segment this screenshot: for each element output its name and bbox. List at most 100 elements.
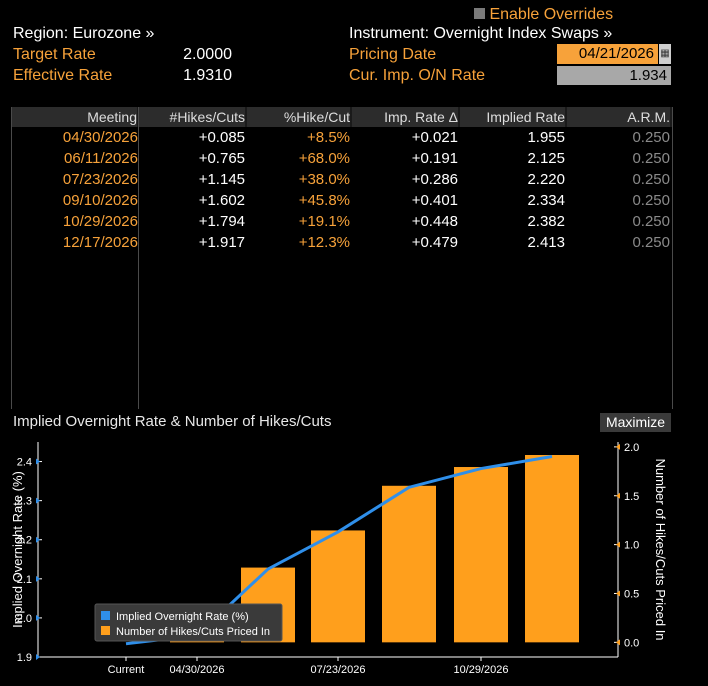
- table-header: Meeting #Hikes/Cuts %Hike/Cut Imp. Rate …: [12, 107, 672, 127]
- enable-overrides-checkbox[interactable]: [474, 8, 485, 19]
- y-tick-label: 2.2: [17, 535, 32, 547]
- cell-hikes: +1.917: [198, 234, 245, 251]
- cell-delta: +0.479: [411, 234, 458, 251]
- table-row[interactable]: 04/30/2026 +0.085 +8.5% +0.021 1.955 0.250: [12, 127, 672, 148]
- cell-arm: 0.250: [632, 129, 670, 146]
- enable-overrides-toggle[interactable]: Enable Overrides: [474, 5, 613, 25]
- y-tick-marker-icon: [36, 575, 40, 582]
- cell-arm: 0.250: [632, 150, 670, 167]
- meetings-table: Meeting #Hikes/Cuts %Hike/Cut Imp. Rate …: [11, 107, 673, 409]
- x-tick-label: 04/30/2026: [169, 664, 224, 676]
- cell-implied: 2.334: [527, 192, 565, 209]
- x-tick-label: 10/29/2026: [453, 664, 508, 676]
- legend-box: [94, 603, 283, 642]
- pricing-date-label: Pricing Date: [349, 46, 437, 63]
- y2-axis-label: Number of Hikes/Cuts Priced In: [653, 458, 668, 640]
- bar: [382, 485, 436, 643]
- cell-delta: +0.021: [411, 129, 458, 146]
- y-tick-marker-icon: [36, 654, 40, 660]
- cell-arm: 0.250: [632, 192, 670, 209]
- chart-svg: 1.9 2.0 2.1 2.2 2.3 2.4 0.0 0.5 1.0 1.5 2.0 Current…: [10, 442, 668, 676]
- cell-meeting: 09/10/2026: [62, 192, 138, 209]
- col-implied-rate[interactable]: Implied Rate: [460, 107, 565, 127]
- effective-rate-value: 1.9310: [183, 67, 232, 84]
- y-tick-label: 1.9: [17, 652, 32, 664]
- y2-tick-label: 2.0: [624, 442, 639, 454]
- cell-implied: 2.220: [527, 171, 565, 188]
- legend-swatch-bar: [101, 626, 110, 635]
- bar: [525, 454, 579, 643]
- legend-swatch-line: [101, 611, 110, 620]
- table-row[interactable]: 07/23/2026 +1.145 +38.0% +0.286 2.220 0.250: [12, 169, 672, 190]
- y-tick-label: 2.3: [17, 496, 32, 508]
- cell-meeting: 10/29/2026: [62, 213, 138, 230]
- cell-hikes: +0.765: [198, 150, 245, 167]
- legend-label-line: Implied Overnight Rate (%): [116, 611, 249, 623]
- cell-meeting: 06/11/2026: [64, 150, 138, 167]
- legend-label-bar: Number of Hikes/Cuts Priced In: [116, 626, 270, 638]
- y-axis-label: Implied Overnight Rate (%): [10, 471, 25, 628]
- col-arm[interactable]: A.R.M.: [567, 107, 670, 127]
- cell-hikes: +1.602: [198, 192, 245, 209]
- region-selector[interactable]: Region: Eurozone »: [13, 25, 155, 42]
- cell-implied: 2.382: [527, 213, 565, 230]
- y-tick-marker-icon: [36, 458, 40, 465]
- col-meeting[interactable]: Meeting: [12, 107, 137, 127]
- pricing-date-input[interactable]: 04/21/2026: [557, 44, 658, 64]
- y-tick-label: 2.4: [17, 457, 32, 469]
- cur-imp-rate-input[interactable]: 1.934: [557, 66, 671, 85]
- table-row[interactable]: 06/11/2026 +0.765 +68.0% +0.191 2.125 0.250: [12, 148, 672, 169]
- y2-tick-marker-icon: [616, 590, 620, 597]
- col-pct-hike-cut[interactable]: %Hike/Cut: [247, 107, 350, 127]
- maximize-button[interactable]: Maximize: [600, 413, 671, 432]
- cell-meeting: 04/30/2026: [62, 129, 138, 146]
- y2-tick-label: 0.0: [624, 637, 639, 649]
- y2-tick-label: 1.0: [624, 540, 639, 552]
- cell-delta: +0.401: [411, 192, 458, 209]
- cell-meeting: 12/17/2026: [62, 234, 138, 251]
- chart: 1.9 2.0 2.1 2.2 2.3 2.4 0.0 0.5 1.0 1.5 2.0 Current…: [0, 432, 708, 681]
- chart-title: Implied Overnight Rate & Number of Hikes…: [13, 413, 332, 430]
- table-row[interactable]: 10/29/2026 +1.794 +19.1% +0.448 2.382 0.250: [12, 211, 672, 232]
- y2-tick-label: 1.5: [624, 491, 639, 503]
- y-tick-marker-icon: [36, 497, 40, 504]
- x-tick-label: Current: [108, 664, 145, 676]
- cell-delta: +0.286: [411, 171, 458, 188]
- cell-arm: 0.250: [632, 171, 670, 188]
- cell-hikes: +1.145: [198, 171, 245, 188]
- cell-delta: +0.448: [411, 213, 458, 230]
- cell-arm: 0.250: [632, 213, 670, 230]
- y-tick-marker-icon: [36, 614, 40, 621]
- cell-pct: +12.3%: [298, 234, 350, 251]
- y2-tick-marker-icon: [616, 541, 620, 548]
- y2-tick-marker-icon: [616, 492, 620, 499]
- cell-pct: +68.0%: [298, 150, 350, 167]
- column-separator: [138, 107, 139, 409]
- col-hikes-cuts[interactable]: #Hikes/Cuts: [139, 107, 245, 127]
- y-tick-label: 2.1: [17, 574, 32, 586]
- y2-tick-label: 0.5: [624, 588, 639, 600]
- cell-implied: 2.413: [527, 234, 565, 251]
- target-rate-value: 2.0000: [183, 46, 232, 63]
- cell-pct: +19.1%: [298, 213, 350, 230]
- calendar-icon[interactable]: ▦: [659, 44, 671, 64]
- y-tick-label: 2.0: [17, 613, 32, 625]
- y2-tick-marker-icon: [616, 639, 620, 646]
- cell-arm: 0.250: [632, 234, 670, 251]
- cell-implied: 2.125: [527, 150, 565, 167]
- cell-hikes: +0.085: [198, 129, 245, 146]
- table-row[interactable]: 12/17/2026 +1.917 +12.3% +0.479 2.413 0.250: [12, 232, 672, 253]
- table-row[interactable]: 09/10/2026 +1.602 +45.8% +0.401 2.334 0.250: [12, 190, 672, 211]
- cell-pct: +38.0%: [298, 171, 350, 188]
- y2-tick-marker-icon: [616, 443, 620, 450]
- bar: [311, 530, 365, 643]
- cur-imp-rate-label: Cur. Imp. O/N Rate: [349, 67, 486, 84]
- x-tick-label: 07/23/2026: [310, 664, 365, 676]
- cell-delta: +0.191: [411, 150, 458, 167]
- col-imp-rate-delta[interactable]: Imp. Rate Δ: [352, 107, 458, 127]
- instrument-selector[interactable]: Instrument: Overnight Index Swaps »: [349, 25, 613, 42]
- enable-overrides-label: Enable Overrides: [489, 6, 614, 23]
- cell-hikes: +1.794: [198, 213, 245, 230]
- bar: [454, 467, 508, 643]
- effective-rate-label: Effective Rate: [13, 67, 113, 84]
